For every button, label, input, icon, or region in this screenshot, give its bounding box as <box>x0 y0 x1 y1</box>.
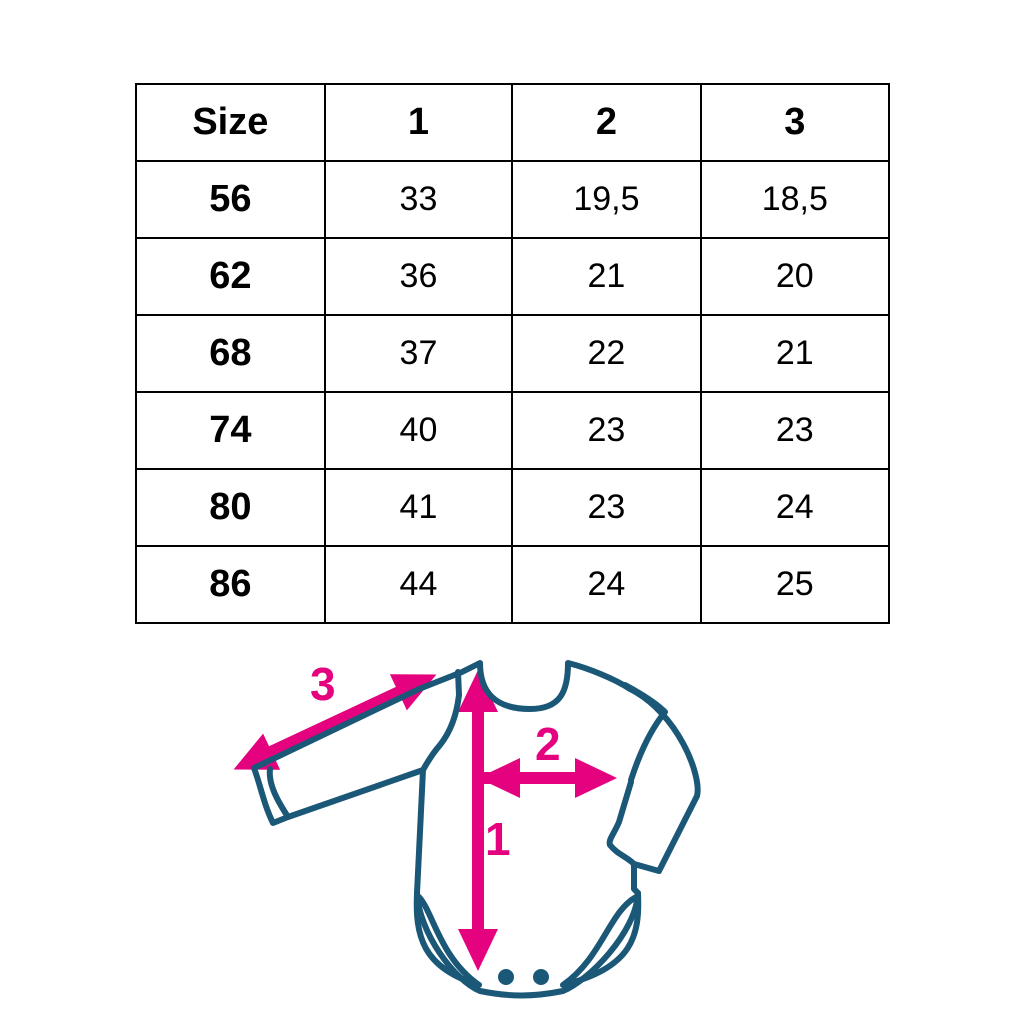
svg-text:1: 1 <box>485 813 511 865</box>
svg-text:3: 3 <box>310 658 336 710</box>
svg-text:2: 2 <box>535 718 561 770</box>
